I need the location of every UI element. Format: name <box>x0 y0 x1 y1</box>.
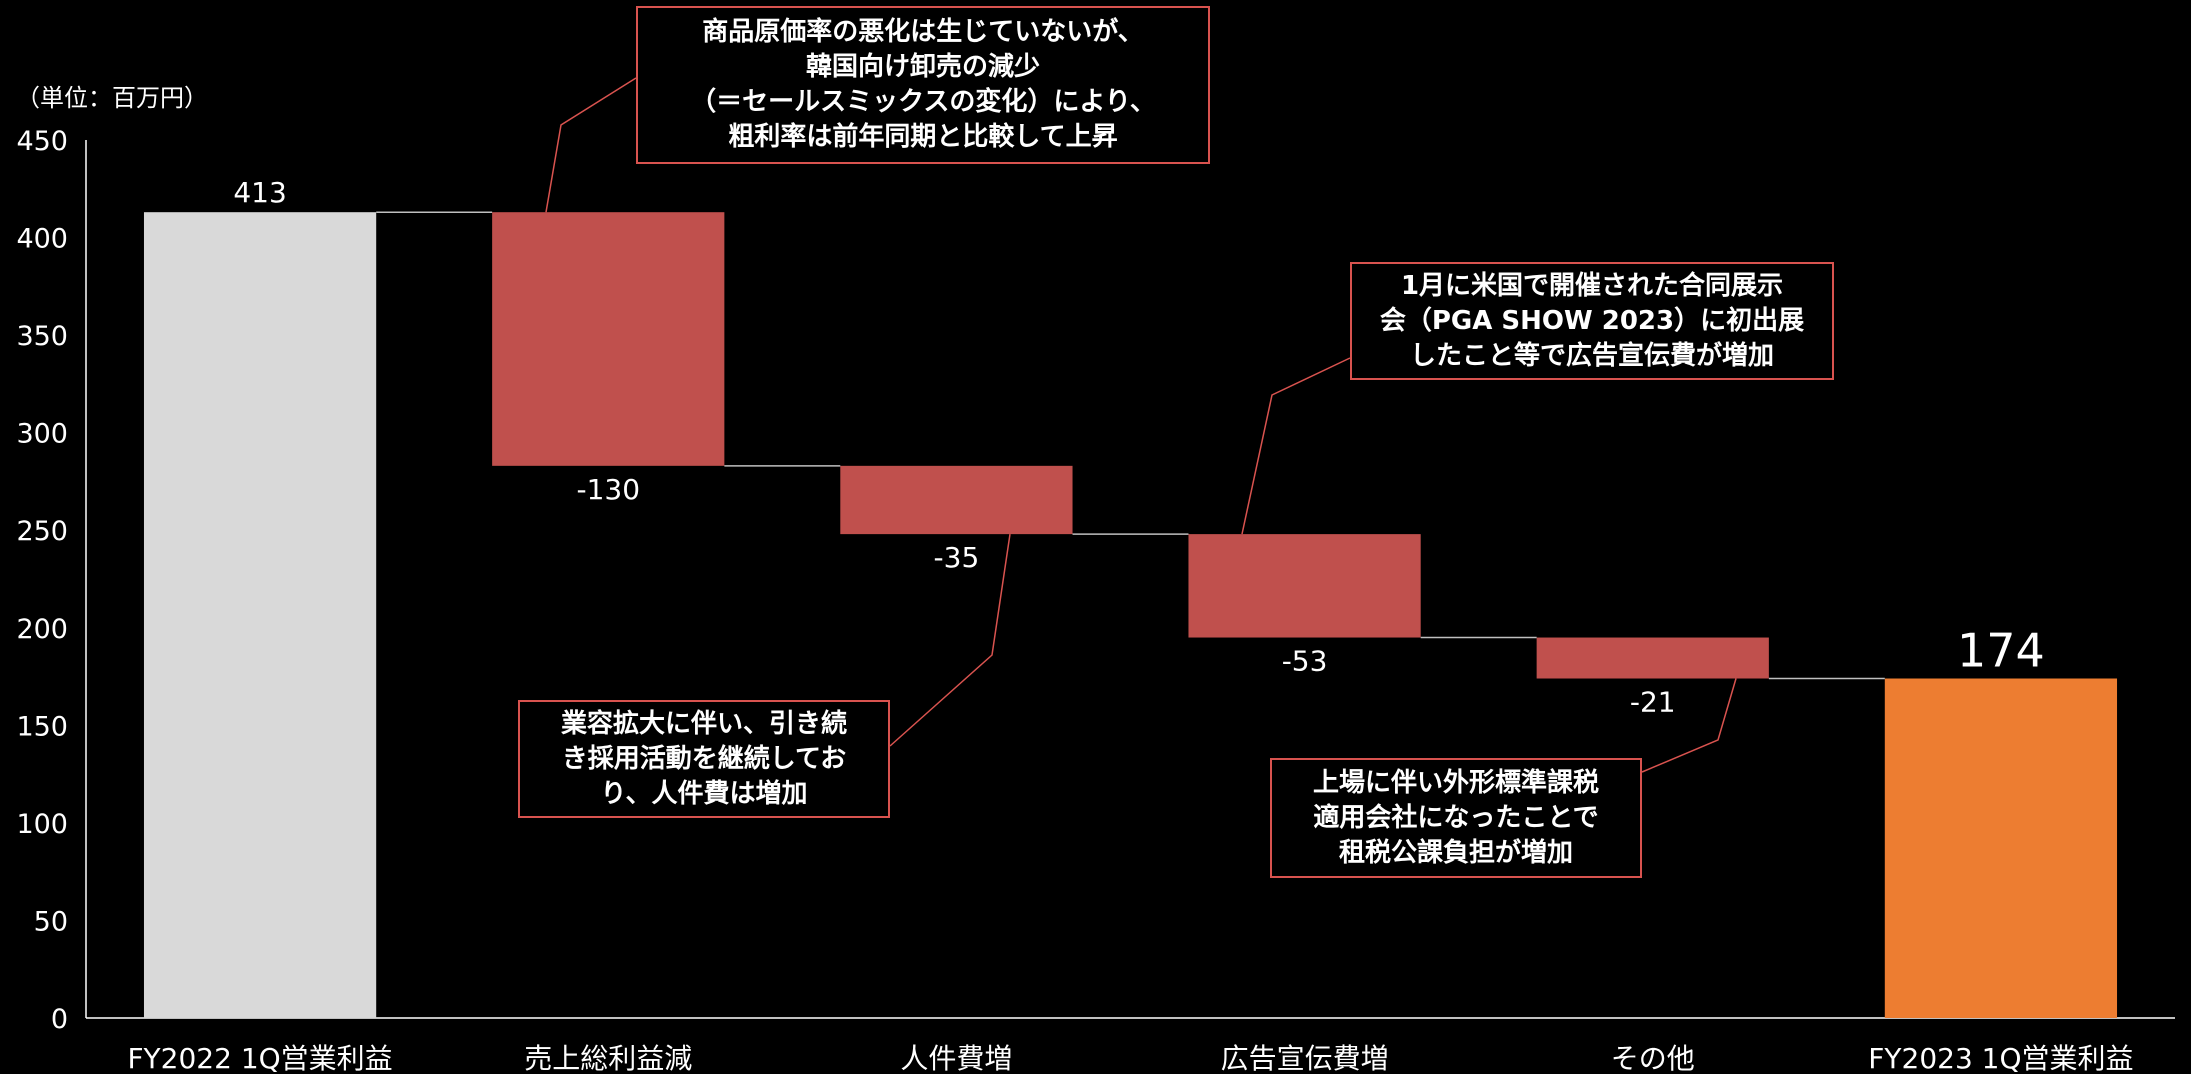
callout-line: 業容拡大に伴い、引き続 <box>560 708 847 739</box>
callout-line: 適用会社になったことで <box>1313 802 1599 833</box>
x-tick-label: 広告宣伝費増 <box>1221 1042 1389 1074</box>
x-tick-label: FY2022 1Q営業利益 <box>127 1042 392 1074</box>
callout-other: 上場に伴い外形標準課税 適用会社になったことで 租税公課負担が増加 <box>1270 758 1642 878</box>
callout-line: （＝セールスミックスの変化）により、 <box>690 87 1156 117</box>
bar-1 <box>492 212 725 466</box>
y-tick-label: 0 <box>51 1004 68 1035</box>
data-label: -53 <box>1282 645 1328 678</box>
callout-line: 粗利率は前年同期と比較して上昇 <box>728 122 1118 152</box>
callout-line: したこと等で広告宣伝費が増加 <box>1409 340 1774 371</box>
y-tick-label: 350 <box>16 321 68 352</box>
y-tick-label: 200 <box>16 614 68 645</box>
y-tick-label: 400 <box>16 224 68 255</box>
callout-advertising: 1月に米国で開催された合同展示 会（PGA SHOW 2023）に初出展 したこ… <box>1350 262 1834 380</box>
callout-line: 韓国向け卸売の減少 <box>805 52 1040 82</box>
callout-line: き採用活動を継続してお <box>561 743 847 774</box>
x-tick-label: FY2023 1Q営業利益 <box>1868 1042 2133 1074</box>
bar-5 <box>1884 678 2118 1018</box>
y-tick-label: 250 <box>16 516 68 547</box>
bar-4 <box>1536 637 1769 679</box>
callout-gross-profit: 商品原価率の悪化は生じていないが、 韓国向け卸売の減少 （＝セールスミックスの変… <box>636 6 1210 164</box>
data-label: 174 <box>1957 624 2045 678</box>
y-tick-label: 450 <box>16 126 68 157</box>
callout-line: 会（PGA SHOW 2023）に初出展 <box>1379 305 1805 336</box>
y-tick-label: 300 <box>16 419 68 450</box>
callout-line: 商品原価率の悪化は生じていないが、 <box>702 17 1144 47</box>
callout-line: 1月に米国で開催された合同展示 <box>1400 270 1784 301</box>
callout-line: 租税公課負担が増加 <box>1338 837 1573 868</box>
y-tick-label: 150 <box>16 711 68 742</box>
data-label: 413 <box>233 176 286 209</box>
bar-3 <box>1188 534 1421 638</box>
bar-0 <box>143 212 377 1019</box>
callout-line: 上場に伴い外形標準課税 <box>1312 767 1599 798</box>
data-label: -35 <box>934 541 980 574</box>
data-label: -130 <box>576 473 640 506</box>
y-tick-label: 50 <box>34 906 68 937</box>
x-tick-label: 売上総利益減 <box>524 1042 692 1074</box>
bar-2 <box>840 465 1073 535</box>
callout-personnel: 業容拡大に伴い、引き続 き採用活動を継続してお り、人件費は増加 <box>518 700 890 818</box>
data-label: -21 <box>1630 686 1676 719</box>
leader-advertising <box>1241 357 1351 535</box>
y-tick-label: 100 <box>16 809 68 840</box>
leader-personnel <box>889 534 1011 747</box>
leader-gross-profit <box>545 77 637 213</box>
unit-label: （単位：百万円） <box>16 84 208 112</box>
leader-other <box>1641 678 1737 773</box>
x-tick-label: 人件費増 <box>900 1042 1012 1074</box>
x-tick-label: その他 <box>1611 1042 1695 1074</box>
callout-line: り、人件費は増加 <box>600 778 808 809</box>
